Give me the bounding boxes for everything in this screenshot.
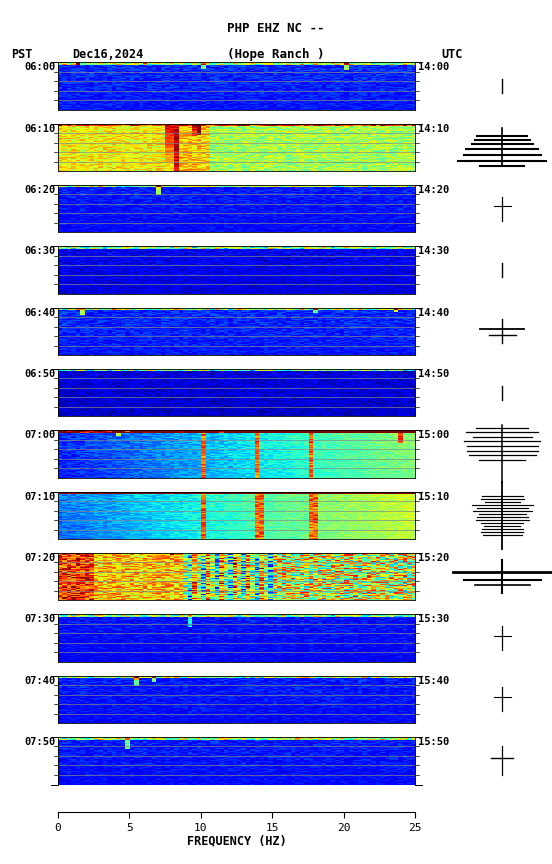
Text: 14:10: 14:10 [418,124,449,134]
Text: PHP EHZ NC --: PHP EHZ NC -- [227,22,325,35]
Text: PST: PST [11,48,33,60]
Text: 15:40: 15:40 [418,676,449,686]
Text: (Hope Ranch ): (Hope Ranch ) [227,48,325,60]
Text: 07:20: 07:20 [24,553,55,563]
Text: 07:10: 07:10 [24,492,55,502]
Text: 14:20: 14:20 [418,185,449,195]
Text: 15:00: 15:00 [418,430,449,441]
Text: 14:40: 14:40 [418,308,449,318]
Text: 06:30: 06:30 [24,246,55,257]
Text: 06:00: 06:00 [24,62,55,73]
Text: 14:50: 14:50 [418,369,449,379]
Text: 06:10: 06:10 [24,124,55,134]
Text: UTC: UTC [442,48,463,60]
Text: 15:50: 15:50 [418,737,449,746]
Text: 07:00: 07:00 [24,430,55,441]
Text: 07:50: 07:50 [24,737,55,746]
Text: 14:00: 14:00 [418,62,449,73]
Text: 06:50: 06:50 [24,369,55,379]
Text: 06:40: 06:40 [24,308,55,318]
X-axis label: FREQUENCY (HZ): FREQUENCY (HZ) [187,834,286,847]
Text: Dec16,2024: Dec16,2024 [72,48,143,60]
Text: 15:10: 15:10 [418,492,449,502]
Text: 06:20: 06:20 [24,185,55,195]
Text: 15:30: 15:30 [418,614,449,625]
Text: 07:40: 07:40 [24,676,55,686]
Text: 07:30: 07:30 [24,614,55,625]
Text: 14:30: 14:30 [418,246,449,257]
Text: 15:20: 15:20 [418,553,449,563]
